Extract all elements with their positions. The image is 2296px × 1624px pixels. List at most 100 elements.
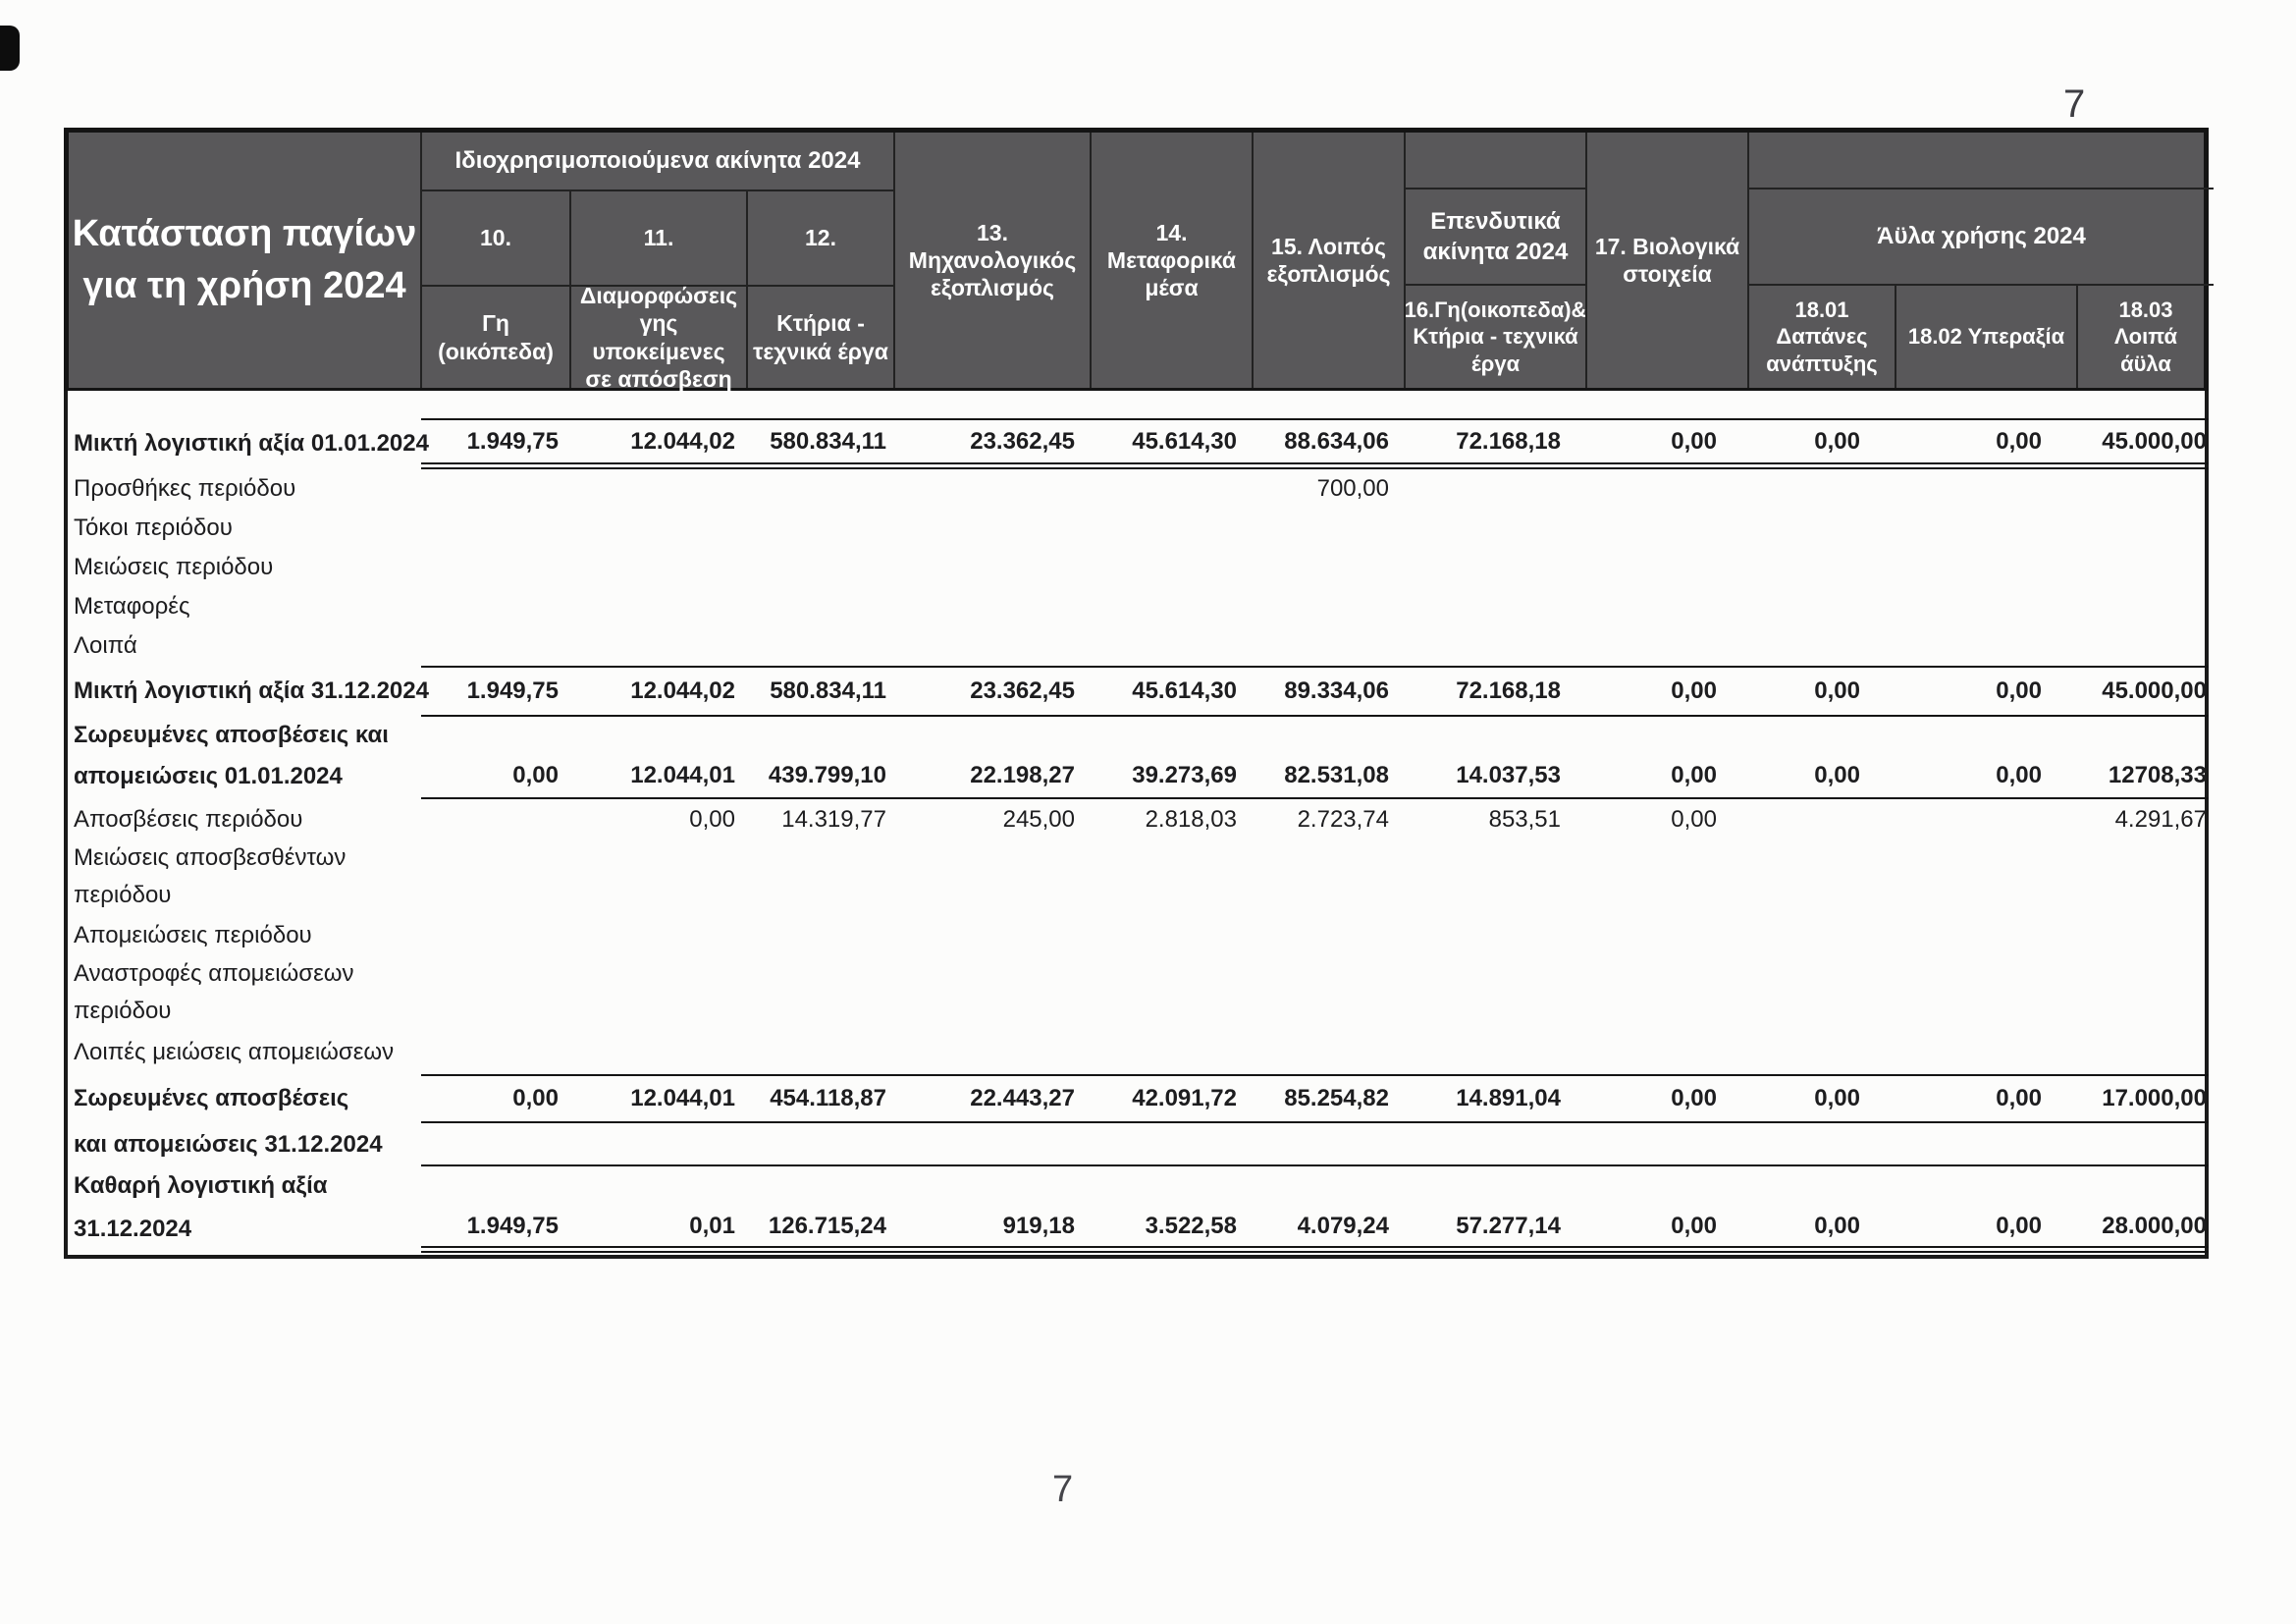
table-body: Μικτή λογιστική αξία 01.01.2024 1.949,75 1… (64, 391, 2209, 1259)
value-cell: 39.273,69 (1132, 762, 1237, 788)
row-label: Σωρευμένες αποσβέσεις και (74, 722, 389, 748)
value-cell: 0,00 (1814, 677, 1860, 704)
row-values: 0,00 12.044,01 454.118,87 22.443,27 42.091,7… (421, 1074, 2209, 1123)
value-cell: 0,00 (1671, 762, 1717, 788)
row-label: Μεταφορές (74, 593, 190, 620)
value-cell: 22.443,27 (970, 1085, 1075, 1111)
value-cell: 0,00 (1996, 1085, 2042, 1111)
table-row: Καθαρή λογιστική αξία (68, 1166, 2205, 1206)
value-cell: 853,51 (1488, 806, 1561, 833)
header-col1802-goodwill: 18.02 Υπεραξία (1895, 286, 2076, 388)
header-col15-other-equipment: 15. Λοιπός εξοπλισμός (1252, 133, 1404, 388)
row-values: 700,00 (421, 469, 2209, 509)
header-col12-buildings: Κτήρια - τεχνικά έργα (746, 285, 893, 388)
table-header: Κατάσταση παγίων για τη χρήση 2024 Ιδιοχ… (64, 128, 2214, 392)
value-cell: 0,00 (512, 762, 559, 788)
row-values (421, 956, 2209, 992)
table-row: Λοιπές μειώσεις απομειώσεων (68, 1031, 2205, 1074)
value-cell: 85.254,82 (1284, 1085, 1389, 1111)
table-row: Τόκοι περιόδου (68, 509, 2205, 548)
row-values (421, 1166, 2209, 1206)
row-label: Λοιπές μειώσεις απομειώσεων (74, 1039, 395, 1065)
row-label: Προσθήκες περιόδου (74, 475, 296, 502)
header-group-intangibles: Άϋλα χρήσης 2024 (1749, 188, 2214, 286)
value-cell: 0,00 (1671, 1212, 1717, 1239)
header-col17-biological-assets: 17. Βιολογικά στοιχεία (1585, 133, 1747, 388)
row-label: απομειώσεις 01.01.2024 (74, 763, 343, 789)
value-cell: 45.000,00 (2102, 427, 2207, 455)
value-cell: 45.614,30 (1132, 427, 1237, 455)
header-group-own-use-properties: Ιδιοχρησιμοποιούμενα ακίνητα 2024 (422, 133, 893, 191)
value-cell: 89.334,06 (1284, 677, 1389, 704)
value-cell: 0,00 (1996, 677, 2042, 704)
value-cell: 0,00 (1996, 762, 2042, 788)
row-label: Μικτή λογιστική αξία 01.01.2024 (74, 430, 429, 457)
row-values (421, 587, 2209, 626)
value-cell: 0,00 (1814, 1085, 1860, 1111)
row-label: Μειώσεις αποσβεσθέντων (74, 844, 347, 871)
row-label: Μειώσεις περιόδου (74, 554, 274, 580)
header-spacer (1749, 133, 2214, 188)
value-cell: 88.634,06 (1284, 427, 1389, 455)
value-cell: 3.522,58 (1145, 1212, 1237, 1239)
value-cell: 1.949,75 (466, 1212, 559, 1239)
table-row: Σωρευμένες αποσβέσεις 0,00 12.044,01 454.11… (68, 1074, 2209, 1123)
header-col1803-other-intangibles: 18.03 Λοιπά άϋλα (2076, 286, 2214, 388)
value-cell: 4.079,24 (1297, 1212, 1389, 1239)
header-col10-number: 10. (480, 225, 511, 251)
value-cell: 0,00 (1671, 427, 1717, 455)
row-values: 1.949,75 12.044,02 580.834,11 23.362,45 45.6… (421, 418, 2209, 469)
table-row: Απομειώσεις περιόδου (68, 915, 2205, 956)
value-cell: 1.949,75 (466, 427, 559, 455)
table-row: Λοιπά (68, 626, 2205, 666)
value-cell: 126.715,24 (768, 1212, 886, 1239)
table-row: Αναστροφές απομειώσεων (68, 956, 2205, 992)
page-number-top: 7 (2063, 82, 2086, 126)
value-cell: 0,00 (1814, 762, 1860, 788)
header-col12-number: 12. (746, 191, 893, 285)
row-values (421, 717, 2209, 754)
header-col11-land-improvements: Διαμορφώσεις γης υποκείμενες σε απόσβεση (569, 283, 746, 392)
row-values: 0,00 14.319,77 245,00 2.818,03 2.723,74 853,5… (421, 799, 2209, 840)
table-row: Αποσβέσεις περιόδου 0,00 14.319,77 245,00 2.… (68, 799, 2207, 840)
value-cell: 439.799,10 (768, 762, 886, 788)
value-cell: 700,00 (1316, 475, 1389, 502)
value-cell: 0,00 (1671, 1085, 1717, 1111)
row-values: 0,00 12.044,01 439.799,10 22.198,27 39.273,6… (421, 754, 2209, 799)
row-values (421, 1031, 2209, 1074)
value-cell: 23.362,45 (970, 677, 1075, 704)
row-label: Λοιπά (74, 632, 137, 659)
table-row: Σωρευμένες αποσβέσεις και (68, 717, 2205, 754)
value-cell: 57.277,14 (1456, 1212, 1561, 1239)
row-values: 1.949,75 0,01 126.715,24 919,18 3.522,58 4.07… (421, 1206, 2209, 1253)
row-label: Αναστροφές απομειώσεων (74, 960, 354, 987)
row-values (421, 548, 2209, 587)
header-group-investment-properties: Επενδυτικά ακίνητα 2024 (1406, 188, 1585, 286)
table-row: απομειώσεις 01.01.2024 0,00 12.044,01 439.7… (68, 754, 2209, 799)
row-label: Σωρευμένες αποσβέσεις (74, 1085, 349, 1111)
value-cell: 0,00 (1996, 427, 2042, 455)
row-label: Αποσβέσεις περιόδου (74, 806, 303, 833)
row-values (421, 626, 2209, 666)
header-col1801-development-costs: 18.01 Δαπάνες ανάπτυξης (1766, 297, 1878, 376)
header-col13-machinery: 13. Μηχανολογικός εξοπλισμός (893, 133, 1090, 388)
row-values (421, 915, 2209, 956)
value-cell: 580.834,11 (770, 677, 886, 704)
row-label: περιόδου (74, 998, 172, 1024)
table-row: Μειώσεις περιόδου (68, 548, 2205, 587)
row-label: Απομειώσεις περιόδου (74, 922, 312, 948)
row-values (421, 509, 2209, 548)
value-cell: 454.118,87 (770, 1085, 886, 1111)
table-row: περιόδου (68, 992, 2205, 1031)
value-cell: 2.723,74 (1297, 806, 1389, 833)
value-cell: 12.044,02 (630, 427, 735, 455)
row-label: Μικτή λογιστική αξία 31.12.2024 (74, 677, 429, 704)
value-cell: 0,01 (689, 1212, 735, 1239)
value-cell: 919,18 (1002, 1212, 1075, 1239)
row-values (421, 840, 2209, 876)
table-row: περιόδου (68, 876, 2205, 915)
value-cell: 23.362,45 (970, 427, 1075, 455)
value-cell: 42.091,72 (1132, 1085, 1237, 1111)
table-row: Προσθήκες περιόδου 700,00 (68, 469, 2205, 509)
